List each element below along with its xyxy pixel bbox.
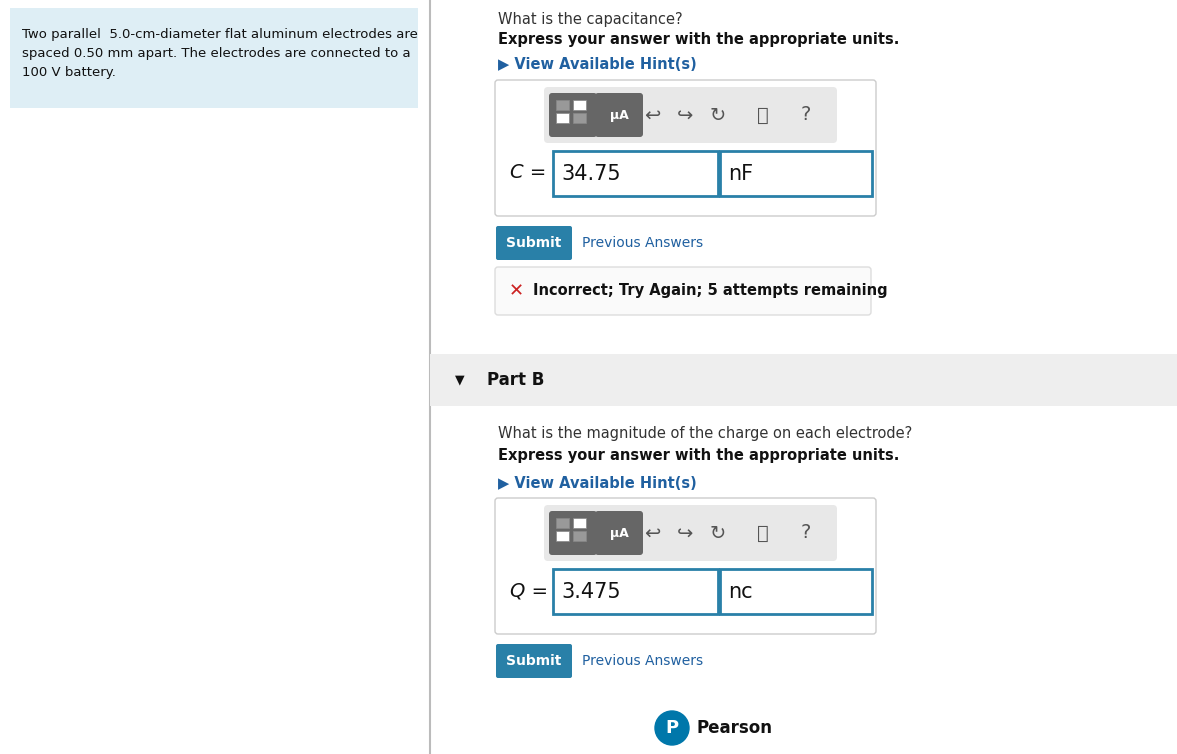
FancyBboxPatch shape [596, 93, 643, 137]
Text: Two parallel  5.0-cm-diameter flat aluminum electrodes are: Two parallel 5.0-cm-diameter flat alumin… [22, 28, 418, 41]
FancyBboxPatch shape [544, 505, 837, 561]
Bar [9, 8, 418, 108]
FancyBboxPatch shape [544, 87, 837, 143]
Text: Previous Answers: Previous Answers [581, 654, 703, 668]
FancyBboxPatch shape [496, 267, 871, 315]
Text: nF: nF [729, 164, 753, 183]
Bar [556, 531, 568, 541]
FancyBboxPatch shape [548, 511, 597, 555]
Text: ⎗: ⎗ [757, 523, 769, 542]
Text: Submit: Submit [506, 236, 561, 250]
Text: ↩: ↩ [644, 523, 660, 542]
FancyBboxPatch shape [496, 498, 876, 634]
Text: ↪: ↪ [677, 106, 693, 124]
Text: What is the magnitude of the charge on each electrode?: What is the magnitude of the charge on e… [498, 426, 912, 441]
Text: ✕: ✕ [508, 282, 524, 300]
Bar [556, 518, 568, 528]
Text: 34.75: 34.75 [561, 164, 620, 183]
FancyBboxPatch shape [548, 93, 597, 137]
Text: ▶ View Available Hint(s): ▶ View Available Hint(s) [498, 476, 697, 491]
FancyBboxPatch shape [496, 644, 572, 678]
Text: Q =: Q = [510, 581, 548, 600]
Text: ↩: ↩ [644, 106, 660, 124]
Text: Incorrect; Try Again; 5 attempts remaining: Incorrect; Try Again; 5 attempts remaini… [533, 284, 887, 299]
Bar [573, 113, 586, 123]
Bar [430, 354, 1177, 406]
Text: μA: μA [610, 526, 629, 540]
Text: Previous Answers: Previous Answers [581, 236, 703, 250]
Bar [720, 151, 872, 196]
Text: What is the capacitance?: What is the capacitance? [498, 12, 683, 27]
Bar [573, 531, 586, 541]
Text: C =: C = [510, 164, 546, 182]
Text: ↻: ↻ [710, 523, 726, 542]
Text: Pearson: Pearson [697, 719, 773, 737]
Text: μA: μA [610, 109, 629, 121]
Bar [556, 113, 568, 123]
Text: spaced 0.50 mm apart. The electrodes are connected to a: spaced 0.50 mm apart. The electrodes are… [22, 47, 411, 60]
Text: ▶ View Available Hint(s): ▶ View Available Hint(s) [498, 57, 697, 72]
Text: 3.475: 3.475 [561, 581, 620, 602]
Text: Express your answer with the appropriate units.: Express your answer with the appropriate… [498, 448, 899, 463]
Text: nc: nc [729, 581, 752, 602]
Bar [553, 569, 718, 614]
Bar [720, 569, 872, 614]
Text: Express your answer with the appropriate units.: Express your answer with the appropriate… [498, 32, 899, 47]
Bar [556, 100, 568, 110]
Text: ▼: ▼ [455, 373, 465, 387]
Text: ?: ? [800, 106, 811, 124]
FancyBboxPatch shape [496, 226, 572, 260]
Circle shape [654, 711, 689, 745]
Text: ↻: ↻ [710, 106, 726, 124]
FancyBboxPatch shape [596, 511, 643, 555]
Text: ↪: ↪ [677, 523, 693, 542]
Text: 100 V battery.: 100 V battery. [22, 66, 115, 79]
Text: Part B: Part B [487, 371, 545, 389]
Bar [573, 518, 586, 528]
Text: Submit: Submit [506, 654, 561, 668]
Bar [573, 100, 586, 110]
Text: P: P [665, 719, 679, 737]
FancyBboxPatch shape [496, 80, 876, 216]
Bar [553, 151, 718, 196]
Text: ?: ? [800, 523, 811, 542]
Text: ⎗: ⎗ [757, 106, 769, 124]
